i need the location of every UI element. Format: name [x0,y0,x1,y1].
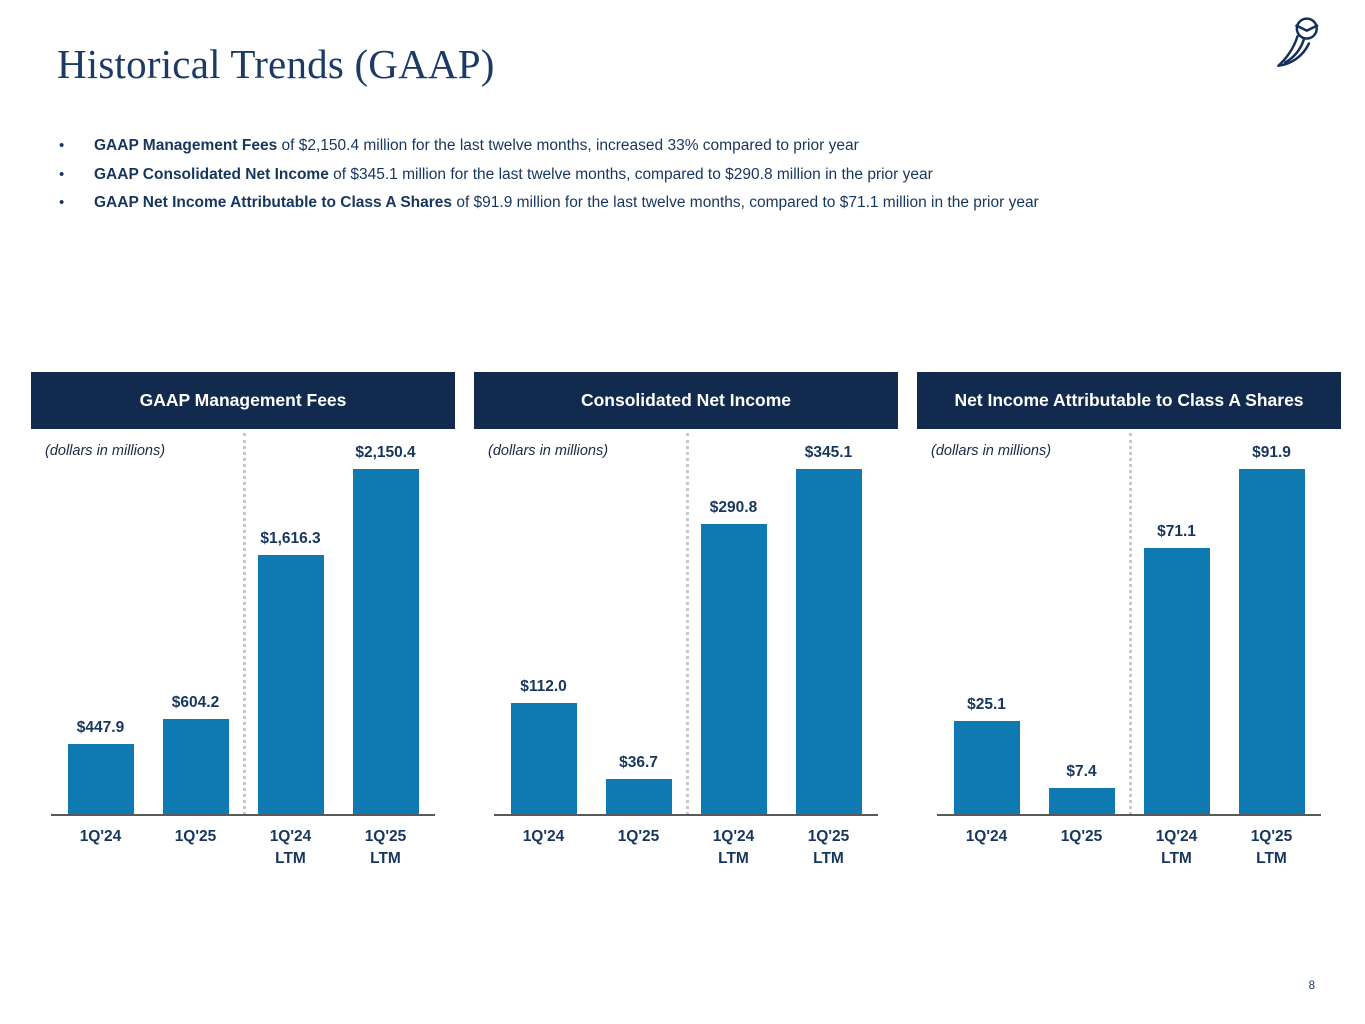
page-title: Historical Trends (GAAP) [57,41,495,87]
bar-group: $7.4 [1048,763,1115,816]
bar-group: $112.0 [510,678,577,816]
bar-group: $36.7 [605,754,672,816]
page-number: 8 [1308,980,1315,992]
bar-group: $25.1 [953,696,1020,816]
bars-container: $25.1 $7.4 $71.1 $91.9 [939,429,1319,816]
chart-panel-class-a-net-income: Net Income Attributable to Class A Share… [917,372,1341,871]
bullet-text: GAAP Consolidated Net Income of $345.1 m… [94,161,933,190]
bar-value-label: $290.8 [709,499,758,516]
x-axis-line [494,814,878,816]
owl-logo-icon [1269,12,1327,72]
x-axis-labels: 1Q'24 1Q'25 1Q'24 LTM 1Q'25 LTM [496,826,876,871]
x-axis-label: 1Q'24 LTM [712,828,755,868]
chart-title: Net Income Attributable to Class A Share… [917,372,1341,429]
x-axis-label: 1Q'25 [1060,828,1103,845]
x-axis-label: 1Q'25 LTM [1250,828,1293,868]
bar-group: $604.2 [162,694,229,816]
bar [1143,548,1210,816]
x-axis-labels: 1Q'24 1Q'25 1Q'24 LTM 1Q'25 LTM [939,826,1319,871]
bar-group: $1,616.3 [257,530,324,816]
bar-group: $71.1 [1143,523,1210,816]
bars-container: $447.9 $604.2 $1,616.3 $2,150.4 [53,429,433,816]
summary-bullets: • GAAP Management Fees of $2,150.4 milli… [57,132,1317,218]
bar-group: $91.9 [1238,444,1305,816]
chart-title: Consolidated Net Income [474,372,898,429]
bar-value-label: $71.1 [1157,523,1196,540]
chart-panel-consolidated-net-income: Consolidated Net Income (dollars in mill… [474,372,898,871]
ltm-divider-line [243,433,246,815]
bars-container: $112.0 $36.7 $290.8 $345.1 [496,429,876,816]
bar [795,469,862,816]
chart-plot-area: (dollars in millions) $447.9 $604.2 $1,616… [31,429,455,816]
bullet-item: • GAAP Net Income Attributable to Class … [57,189,1317,218]
bar-value-label: $345.1 [804,444,853,461]
bar-value-label: $7.4 [1066,763,1097,780]
x-axis-label: 1Q'24 LTM [1155,828,1198,868]
bar-value-label: $1,616.3 [260,530,321,547]
chart-plot-area: (dollars in millions) $112.0 $36.7 $290.8 $… [474,429,898,816]
bullet-text: GAAP Net Income Attributable to Class A … [94,189,1039,218]
ltm-divider-line [1129,433,1132,815]
bar-value-label: $447.9 [76,719,125,736]
x-axis-label: 1Q'24 [965,828,1008,845]
bullet-rest: of $91.9 million for the last twelve mon… [452,194,1039,211]
bullet-icon: • [59,165,65,183]
bar [700,524,767,816]
bar [257,555,324,816]
bar [605,779,672,816]
ltm-divider-line [686,433,689,815]
bullet-rest: of $345.1 million for the last twelve mo… [328,165,933,183]
bar-value-label: $91.9 [1252,444,1291,461]
bar [1238,469,1305,816]
bar-value-label: $25.1 [967,696,1006,713]
bullet-rest: of $2,150.4 million for the last twelve … [277,137,859,154]
chart-title: GAAP Management Fees [31,372,455,429]
bar-value-label: $36.7 [619,754,658,771]
bar [162,719,229,816]
bar [510,703,577,816]
bar-group: $345.1 [795,444,862,816]
bullet-icon: • [59,194,65,211]
bullet-text: GAAP Management Fees of $2,150.4 million… [94,132,859,161]
bar-value-label: $112.0 [520,678,567,695]
chart-plot-area: (dollars in millions) $25.1 $7.4 $71.1 $91.… [917,429,1341,816]
x-axis-label: 1Q'25 LTM [807,828,850,868]
bar-group: $290.8 [700,499,767,816]
bullet-bold-lead: GAAP Net Income Attributable to Class A … [94,194,453,211]
bar-value-label: $604.2 [171,694,220,711]
bar [67,744,134,816]
chart-units-label: (dollars in millions) [488,443,609,459]
bullet-icon: • [59,137,65,154]
bar-group: $447.9 [67,719,134,816]
x-axis-label: 1Q'24 LTM [269,828,312,868]
bullet-bold-lead: GAAP Management Fees [94,137,278,154]
bar-group: $2,150.4 [352,444,419,816]
chart-units-label: (dollars in millions) [931,443,1052,459]
bar [953,721,1020,816]
bullet-item: • GAAP Consolidated Net Income of $345.1… [57,161,1317,190]
x-axis-line [937,814,1321,816]
chart-panel-management-fees: GAAP Management Fees (dollars in million… [31,372,455,871]
x-axis-label: 1Q'25 LTM [364,828,407,868]
bar [352,469,419,816]
bar [1048,788,1115,816]
bullet-bold-lead: GAAP Consolidated Net Income [94,165,329,183]
bar-value-label: $2,150.4 [355,444,416,461]
x-axis-line [51,814,435,816]
x-axis-labels: 1Q'24 1Q'25 1Q'24 LTM 1Q'25 LTM [53,826,433,871]
x-axis-label: 1Q'25 [617,828,660,845]
bullet-item: • GAAP Management Fees of $2,150.4 milli… [57,132,1317,161]
charts-row: GAAP Management Fees (dollars in million… [31,372,1341,871]
x-axis-label: 1Q'24 [79,828,122,845]
x-axis-label: 1Q'25 [174,828,217,845]
chart-units-label: (dollars in millions) [45,443,166,459]
x-axis-label: 1Q'24 [522,828,565,845]
